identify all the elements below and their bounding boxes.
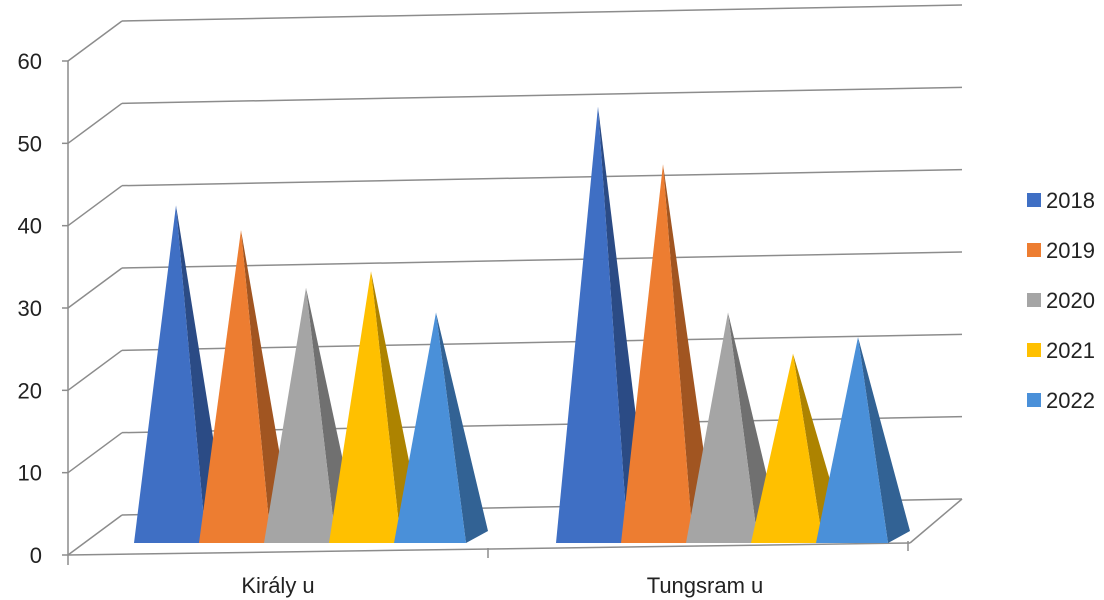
bar-front-face [621, 164, 693, 543]
bar-front-face [394, 312, 466, 543]
legend-item: 2019 [1027, 238, 1095, 263]
bar-front-face [751, 353, 823, 543]
side-gridline [67, 432, 123, 474]
legend-item: 2018 [1027, 188, 1095, 213]
legend-label: 2019 [1046, 238, 1095, 263]
legend-swatch [1027, 193, 1041, 207]
back-gridline [121, 86, 963, 105]
side-gridline [67, 514, 123, 556]
bars [134, 106, 910, 543]
y-axis-ticks: 0 10 20 30 40 50 60 [18, 49, 42, 568]
back-gridline [121, 251, 963, 269]
x-axis-categories: Király u Tungsram u [241, 573, 763, 598]
side-gridline [67, 267, 123, 309]
floor-right-edge [909, 498, 963, 544]
bar [394, 312, 488, 543]
y-tick-label: 0 [30, 543, 42, 568]
bar-front-face [816, 337, 888, 543]
side-gridline [67, 102, 123, 144]
y-tick-label: 20 [18, 378, 42, 403]
legend-swatch [1027, 293, 1041, 307]
y-tick-label: 60 [18, 49, 42, 74]
legend-item: 2020 [1027, 288, 1095, 313]
side-gridline [67, 349, 123, 391]
bar-side-face [858, 337, 910, 543]
legend-label: 2021 [1046, 338, 1095, 363]
bar-front-face [686, 312, 758, 543]
x-category-label: Király u [241, 573, 314, 598]
axes [62, 60, 963, 565]
x-category-label: Tungsram u [647, 573, 764, 598]
legend-label: 2020 [1046, 288, 1095, 313]
legend-label: 2022 [1046, 388, 1095, 413]
legend-item: 2022 [1027, 388, 1095, 413]
legend-label: 2018 [1046, 188, 1095, 213]
bar-front-face [134, 205, 206, 543]
back-gridline [121, 333, 963, 352]
bar [621, 164, 715, 543]
bar-front-face [329, 271, 401, 543]
floor-front-edge [67, 542, 911, 556]
bar-front-face [199, 230, 271, 543]
y-tick-label: 40 [18, 214, 42, 239]
y-tick-label: 30 [18, 296, 42, 321]
legend-swatch [1027, 393, 1041, 407]
back-gridline [121, 4, 963, 22]
bar-front-face [556, 106, 628, 543]
bar-front-face [264, 287, 336, 543]
y-tick-label: 10 [18, 461, 42, 486]
side-gridline [67, 185, 123, 227]
bar [816, 337, 910, 543]
legend: 2018 2019 2020 2021 2022 [1027, 188, 1095, 413]
bar-side-face [436, 312, 488, 543]
y-tick-label: 50 [18, 131, 42, 156]
legend-item: 2021 [1027, 338, 1095, 363]
legend-swatch [1027, 243, 1041, 257]
back-gridline [121, 168, 963, 187]
legend-swatch [1027, 343, 1041, 357]
bar-side-face [663, 164, 715, 543]
side-gridline [67, 20, 123, 62]
